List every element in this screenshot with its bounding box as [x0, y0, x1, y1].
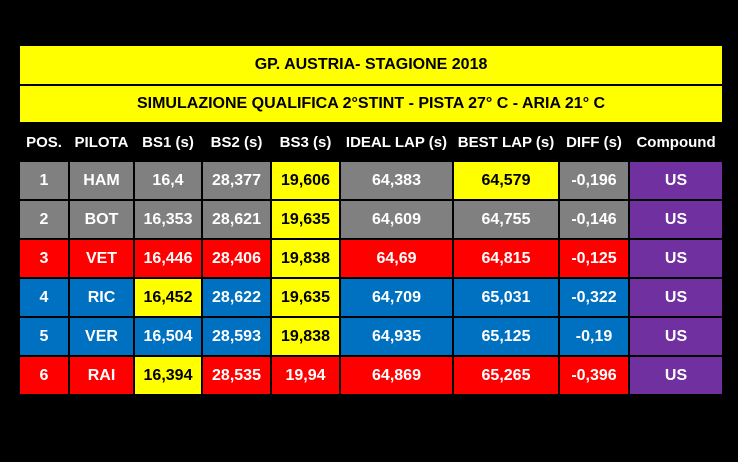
column-header: BS2 (s) [201, 122, 272, 162]
cell: US [627, 160, 725, 201]
cell: 5 [18, 316, 70, 357]
cell: 64,69 [339, 238, 454, 279]
cell: 28,377 [201, 160, 272, 201]
cell: RAI [68, 355, 135, 396]
column-header: Compound [627, 122, 725, 162]
cell: 65,125 [452, 316, 560, 357]
cell: 4 [18, 277, 70, 318]
cell: 64,383 [339, 160, 454, 201]
cell: VER [68, 316, 135, 357]
cell: 28,535 [201, 355, 272, 396]
cell: 28,622 [201, 277, 272, 318]
cell: 16,353 [133, 199, 203, 240]
cell: 28,593 [201, 316, 272, 357]
header-row: POS. PILOTA BS1 (s) BS2 (s) BS3 (s) IDEAL LAP… [18, 122, 725, 162]
title-row: GP. AUSTRIA- STAGIONE 2018 [17, 44, 725, 86]
cell: US [627, 277, 725, 318]
cell: 64,935 [339, 316, 454, 357]
cell: 28,621 [201, 199, 272, 240]
column-header: DIFF (s) [558, 122, 630, 162]
cell: 16,4 [133, 160, 203, 201]
cell: 3 [18, 238, 70, 279]
cell: -0,146 [558, 199, 630, 240]
cell: 16,446 [133, 238, 203, 279]
cell: 2 [18, 199, 70, 240]
cell: 1 [18, 160, 70, 201]
cell: 65,265 [452, 355, 560, 396]
cell: HAM [68, 160, 135, 201]
cell: BOT [68, 199, 135, 240]
cell: -0,396 [558, 355, 630, 396]
column-header: PILOTA [68, 122, 135, 162]
data-row: 4 RIC 16,452 28,622 19,635 64,709 65,031 -0,322… [18, 277, 725, 318]
column-header: BS3 (s) [270, 122, 341, 162]
data-row: 2 BOT 16,353 28,621 19,635 64,609 64,755 -0,146… [18, 199, 725, 240]
data-row: 1 HAM 16,4 28,377 19,606 64,383 64,579 -0,196 US [18, 160, 725, 201]
cell: 64,579 [452, 160, 560, 201]
column-header: IDEAL LAP (s) [339, 122, 454, 162]
cell: US [627, 199, 725, 240]
data-row: 3 VET 16,446 28,406 19,838 64,69 64,815 -0,125 U… [18, 238, 725, 279]
cell: 64,869 [339, 355, 454, 396]
cell: 19,838 [270, 238, 341, 279]
cell: 19,606 [270, 160, 341, 201]
cell: 19,635 [270, 277, 341, 318]
cell: 16,504 [133, 316, 203, 357]
cell: -0,125 [558, 238, 630, 279]
table-title: GP. AUSTRIA- STAGIONE 2018 [17, 44, 725, 86]
cell: 6 [18, 355, 70, 396]
cell: 19,94 [270, 355, 341, 396]
cell: US [627, 316, 725, 357]
cell: 16,394 [133, 355, 203, 396]
table-subtitle: SIMULAZIONE QUALIFICA 2°STINT - PISTA 27… [17, 84, 725, 124]
cell: 19,838 [270, 316, 341, 357]
cell: 64,609 [339, 199, 454, 240]
cell: 19,635 [270, 199, 341, 240]
cell: US [627, 355, 725, 396]
cell: -0,196 [558, 160, 630, 201]
column-header: POS. [18, 122, 70, 162]
cell: 64,709 [339, 277, 454, 318]
column-header: BS1 (s) [133, 122, 203, 162]
data-row: 6 RAI 16,394 28,535 19,94 64,869 65,265 -0,396 U… [18, 355, 725, 396]
cell: -0,322 [558, 277, 630, 318]
cell: US [627, 238, 725, 279]
column-header: BEST LAP (s) [452, 122, 560, 162]
cell: 28,406 [201, 238, 272, 279]
results-table: GP. AUSTRIA- STAGIONE 2018 SIMULAZIONE Q… [17, 44, 725, 396]
subtitle-row: SIMULAZIONE QUALIFICA 2°STINT - PISTA 27… [17, 84, 725, 124]
cell: 64,755 [452, 199, 560, 240]
cell: -0,19 [558, 316, 630, 357]
cell: 16,452 [133, 277, 203, 318]
cell: RIC [68, 277, 135, 318]
cell: VET [68, 238, 135, 279]
cell: 65,031 [452, 277, 560, 318]
cell: 64,815 [452, 238, 560, 279]
data-row: 5 VER 16,504 28,593 19,838 64,935 65,125 -0,19 U… [18, 316, 725, 357]
